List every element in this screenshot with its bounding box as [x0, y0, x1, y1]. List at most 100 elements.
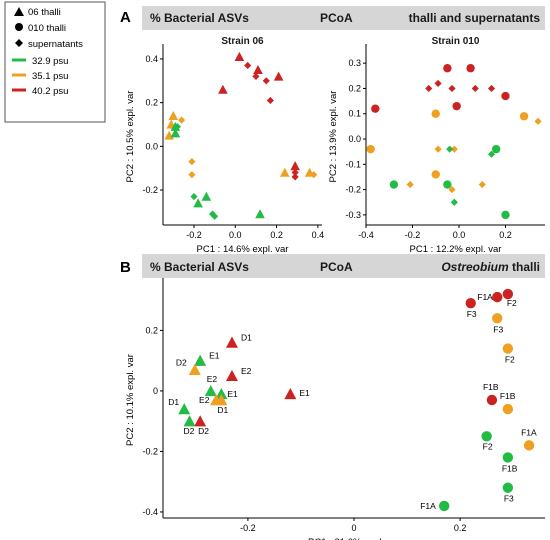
data-point-triangle — [204, 384, 217, 397]
data-point-triangle — [193, 198, 203, 208]
point-label: F3 — [467, 309, 477, 319]
data-point-circle — [501, 210, 510, 220]
legend-frame — [4, 1, 106, 123]
y-axis-label: PC2 : 10.5% expl. var — [125, 91, 136, 183]
data-point-circle — [491, 144, 501, 154]
point-label: E1 — [227, 389, 238, 399]
data-point-diamond — [190, 193, 198, 201]
data-point-triangle — [255, 209, 265, 219]
data-point-circle — [486, 394, 498, 406]
data-point-triangle — [234, 51, 245, 61]
data-point-diamond — [291, 173, 299, 181]
point-label: D2 — [198, 426, 209, 436]
data-point-diamond — [291, 168, 299, 177]
data-point-circle — [366, 144, 375, 154]
y-tick-label: -0.2 — [142, 446, 158, 456]
data-point-triangle — [201, 191, 212, 201]
point-label: F3 — [504, 494, 514, 504]
data-point-triangle — [225, 336, 238, 348]
x-tick-label: -0.2 — [240, 523, 256, 533]
data-point-circle — [523, 440, 535, 451]
data-point-diamond — [534, 117, 542, 125]
data-point-circle — [443, 64, 452, 73]
data-point-diamond — [252, 72, 260, 80]
y-tick-label: -0.1 — [345, 159, 361, 169]
data-point-triangle — [194, 354, 207, 366]
data-point-triangle — [218, 84, 228, 94]
point-label: D1 — [241, 333, 252, 343]
legend-label-40-2-psu: 40.2 psu — [32, 86, 68, 97]
point-label: D2 — [176, 358, 187, 368]
legend-diamond-icon — [15, 39, 23, 47]
data-point-circle — [438, 500, 450, 512]
point-label: D2 — [184, 426, 195, 436]
x-axis-label: PC1 : 14.6% expl. var — [197, 244, 289, 255]
x-tick-label: -0.2 — [405, 230, 421, 240]
data-point-diamond — [188, 171, 196, 179]
y-tick-label: -0.4 — [142, 507, 158, 517]
panel-b-header-right-rest: thalli — [509, 260, 540, 274]
data-point-circle — [389, 180, 399, 189]
point-label: E2 — [199, 395, 210, 405]
data-point-diamond — [450, 198, 458, 206]
data-point-triangle — [178, 403, 191, 415]
x-axis-label: PC1 : 12.2% expl. var — [410, 244, 502, 255]
plot-ostreobium-thalli: -0.2 0 0.2 -0.4 -0.2 0 0.2 PC1 : 21.6% expl. va… — [125, 278, 545, 540]
y-tick-label: 0.2 — [145, 98, 158, 108]
panel-a-header-right: thalli and supernatants — [409, 11, 541, 25]
panel-a-header-bar — [142, 6, 545, 30]
plot-title: Strain 010 — [432, 36, 480, 47]
y-tick-label: 0.3 — [348, 58, 361, 68]
x-tick-label: 0.2 — [499, 230, 512, 240]
legend-label-supernatants: supernatants — [28, 39, 83, 50]
data-point-diamond — [310, 171, 318, 179]
data-point-circle — [519, 112, 529, 121]
point-label: F1B — [500, 391, 516, 401]
point-label: E2 — [207, 374, 218, 384]
data-point-circle — [502, 452, 514, 463]
data-point-circle — [502, 403, 514, 415]
x-tick-label: 0.2 — [270, 230, 283, 240]
plot-strain-06: Strain 06 -0.2 0.0 0.2 0.4 -0.2 0.0 0.2 0.4 PC1 :… — [125, 36, 324, 255]
data-point-diamond — [178, 116, 186, 124]
panel-a-header-center: PCoA — [320, 11, 353, 25]
panel-a-header-left: % Bacterial ASVs — [150, 11, 249, 25]
point-label: F1A — [420, 501, 436, 511]
data-point-diamond — [487, 150, 496, 158]
x-tick-label: 0 — [351, 523, 356, 533]
data-point-triangle — [253, 65, 263, 75]
y-tick-label: 0.4 — [145, 54, 158, 64]
data-point-diamond — [188, 158, 196, 166]
data-point-diamond — [471, 84, 479, 93]
data-point-diamond — [450, 145, 458, 153]
plot-title: Strain 06 — [221, 36, 264, 47]
data-point-circle — [492, 313, 503, 324]
data-point-diamond — [211, 212, 219, 220]
x-tick-label: -0.2 — [186, 230, 202, 240]
data-point-circle — [466, 64, 475, 73]
data-point-circle — [465, 297, 476, 309]
y-tick-label: -0.2 — [142, 185, 158, 195]
y-tick-label: 0.0 — [348, 134, 361, 144]
data-point-diamond — [244, 61, 252, 70]
data-point-diamond — [434, 145, 442, 153]
y-tick-label: -0.2 — [345, 185, 361, 195]
data-point-circle — [371, 104, 380, 113]
panel-b-letter: B — [120, 259, 131, 276]
y-axis-label: PC2 : 10.1% expl. var — [125, 354, 136, 446]
plot-strain-010: Strain 010 -0.4 -0.2 0.0 0.2 -0.3 -0.2 -0.1 0.0 0… — [328, 36, 545, 255]
panel-b-header-right: Ostreobium thalli — [441, 260, 540, 274]
y-tick-label: 0.2 — [145, 325, 158, 335]
legend-label-32-9-psu: 32.9 psu — [32, 56, 68, 67]
data-point-diamond — [448, 186, 456, 194]
data-point-diamond — [262, 77, 270, 85]
data-point-triangle — [284, 387, 297, 400]
data-point-circle — [492, 291, 503, 303]
point-label: F1A — [477, 292, 493, 302]
point-label: F3 — [493, 324, 503, 334]
x-tick-label: 0.0 — [229, 230, 242, 240]
y-axis-label: PC2 : 13.9% expl. var — [328, 91, 339, 183]
panel-b-header-bar — [142, 254, 545, 278]
x-axis-label: PC1 : 21.6% expl. var — [308, 537, 400, 540]
